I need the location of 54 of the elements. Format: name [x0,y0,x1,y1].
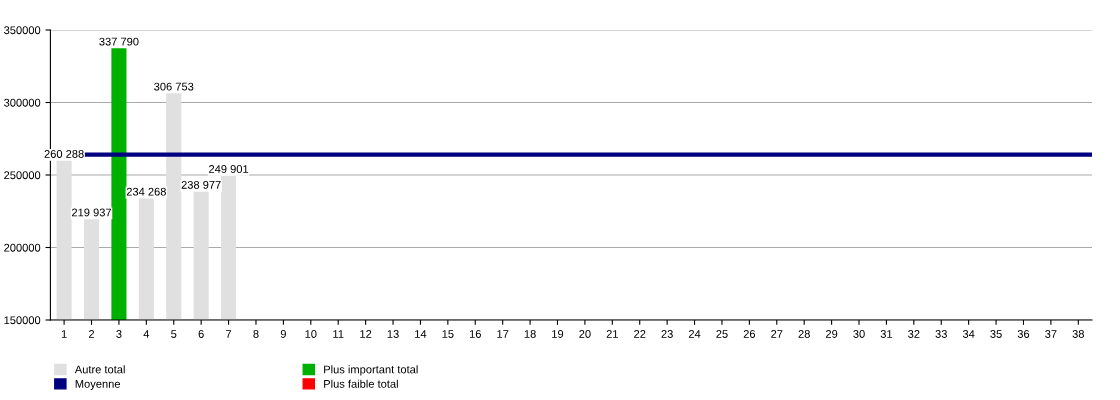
x-tick-label: 5 [171,330,177,338]
x-tick-label: 36 [1017,330,1030,338]
legend-label: Plus important total [324,365,418,376]
x-tick-label: 2 [88,330,95,338]
x-tick-label: 33 [935,330,947,338]
x-tick-label: 24 [688,330,701,338]
x-tick-label: 22 [634,330,646,338]
x-tick-label: 34 [962,330,975,338]
y-tick-label: 200000 [4,243,41,252]
data-label: 219 937 [71,208,112,217]
x-tick-label: 20 [579,330,591,338]
x-tick-label: 4 [143,330,150,338]
x-tick-label: 7 [226,330,232,338]
x-tick-label: 16 [469,330,481,338]
legend-label: Plus faible total [324,379,398,388]
x-tick-label: 27 [771,330,783,338]
x-tick-label: 3 [116,330,122,338]
x-tick-label: 14 [415,330,427,338]
x-tick-label: 23 [661,330,673,338]
x-tick-label: 30 [853,330,865,338]
x-tick-label: 17 [497,330,509,338]
data-label: 337 790 [99,37,139,46]
x-tick-label: 35 [990,330,1002,338]
y-tick-label: 300000 [4,98,41,107]
legend-label: Moyenne [75,380,121,390]
x-tick-label: 31 [880,330,893,338]
x-tick-label: 13 [387,330,399,338]
y-tick-label: 150000 [4,316,41,325]
x-tick-label: 8 [253,330,259,338]
x-tick-label: 12 [360,330,372,338]
x-tick-label: 25 [716,330,728,338]
x-tick-label: 21 [606,330,618,338]
x-tick-label: 15 [442,330,454,338]
x-tick-label: 19 [552,330,564,338]
x-tick-label: 29 [825,330,838,338]
legend-label: Autre total [74,365,125,374]
x-tick-label: 37 [1045,330,1057,338]
data-label: 249 901 [209,165,249,173]
x-tick-label: 11 [333,330,344,338]
y-tick-label: 250000 [4,171,41,180]
y-tick-label: 350000 [4,26,41,35]
x-tick-label: 32 [908,330,920,338]
x-tick-label: 18 [524,330,536,338]
data-label: 238 977 [181,180,221,189]
x-tick-label: 28 [798,330,810,338]
x-tick-label: 9 [280,330,286,338]
data-label: 260 288 [44,150,84,158]
data-label: 234 268 [126,187,166,196]
x-tick-label: 10 [305,330,317,338]
x-tick-label: 1 [61,330,67,338]
x-tick-label: 6 [198,330,204,338]
x-tick-label: 26 [743,330,756,338]
data-label: 306 753 [154,82,194,91]
x-tick-label: 38 [1072,330,1084,338]
